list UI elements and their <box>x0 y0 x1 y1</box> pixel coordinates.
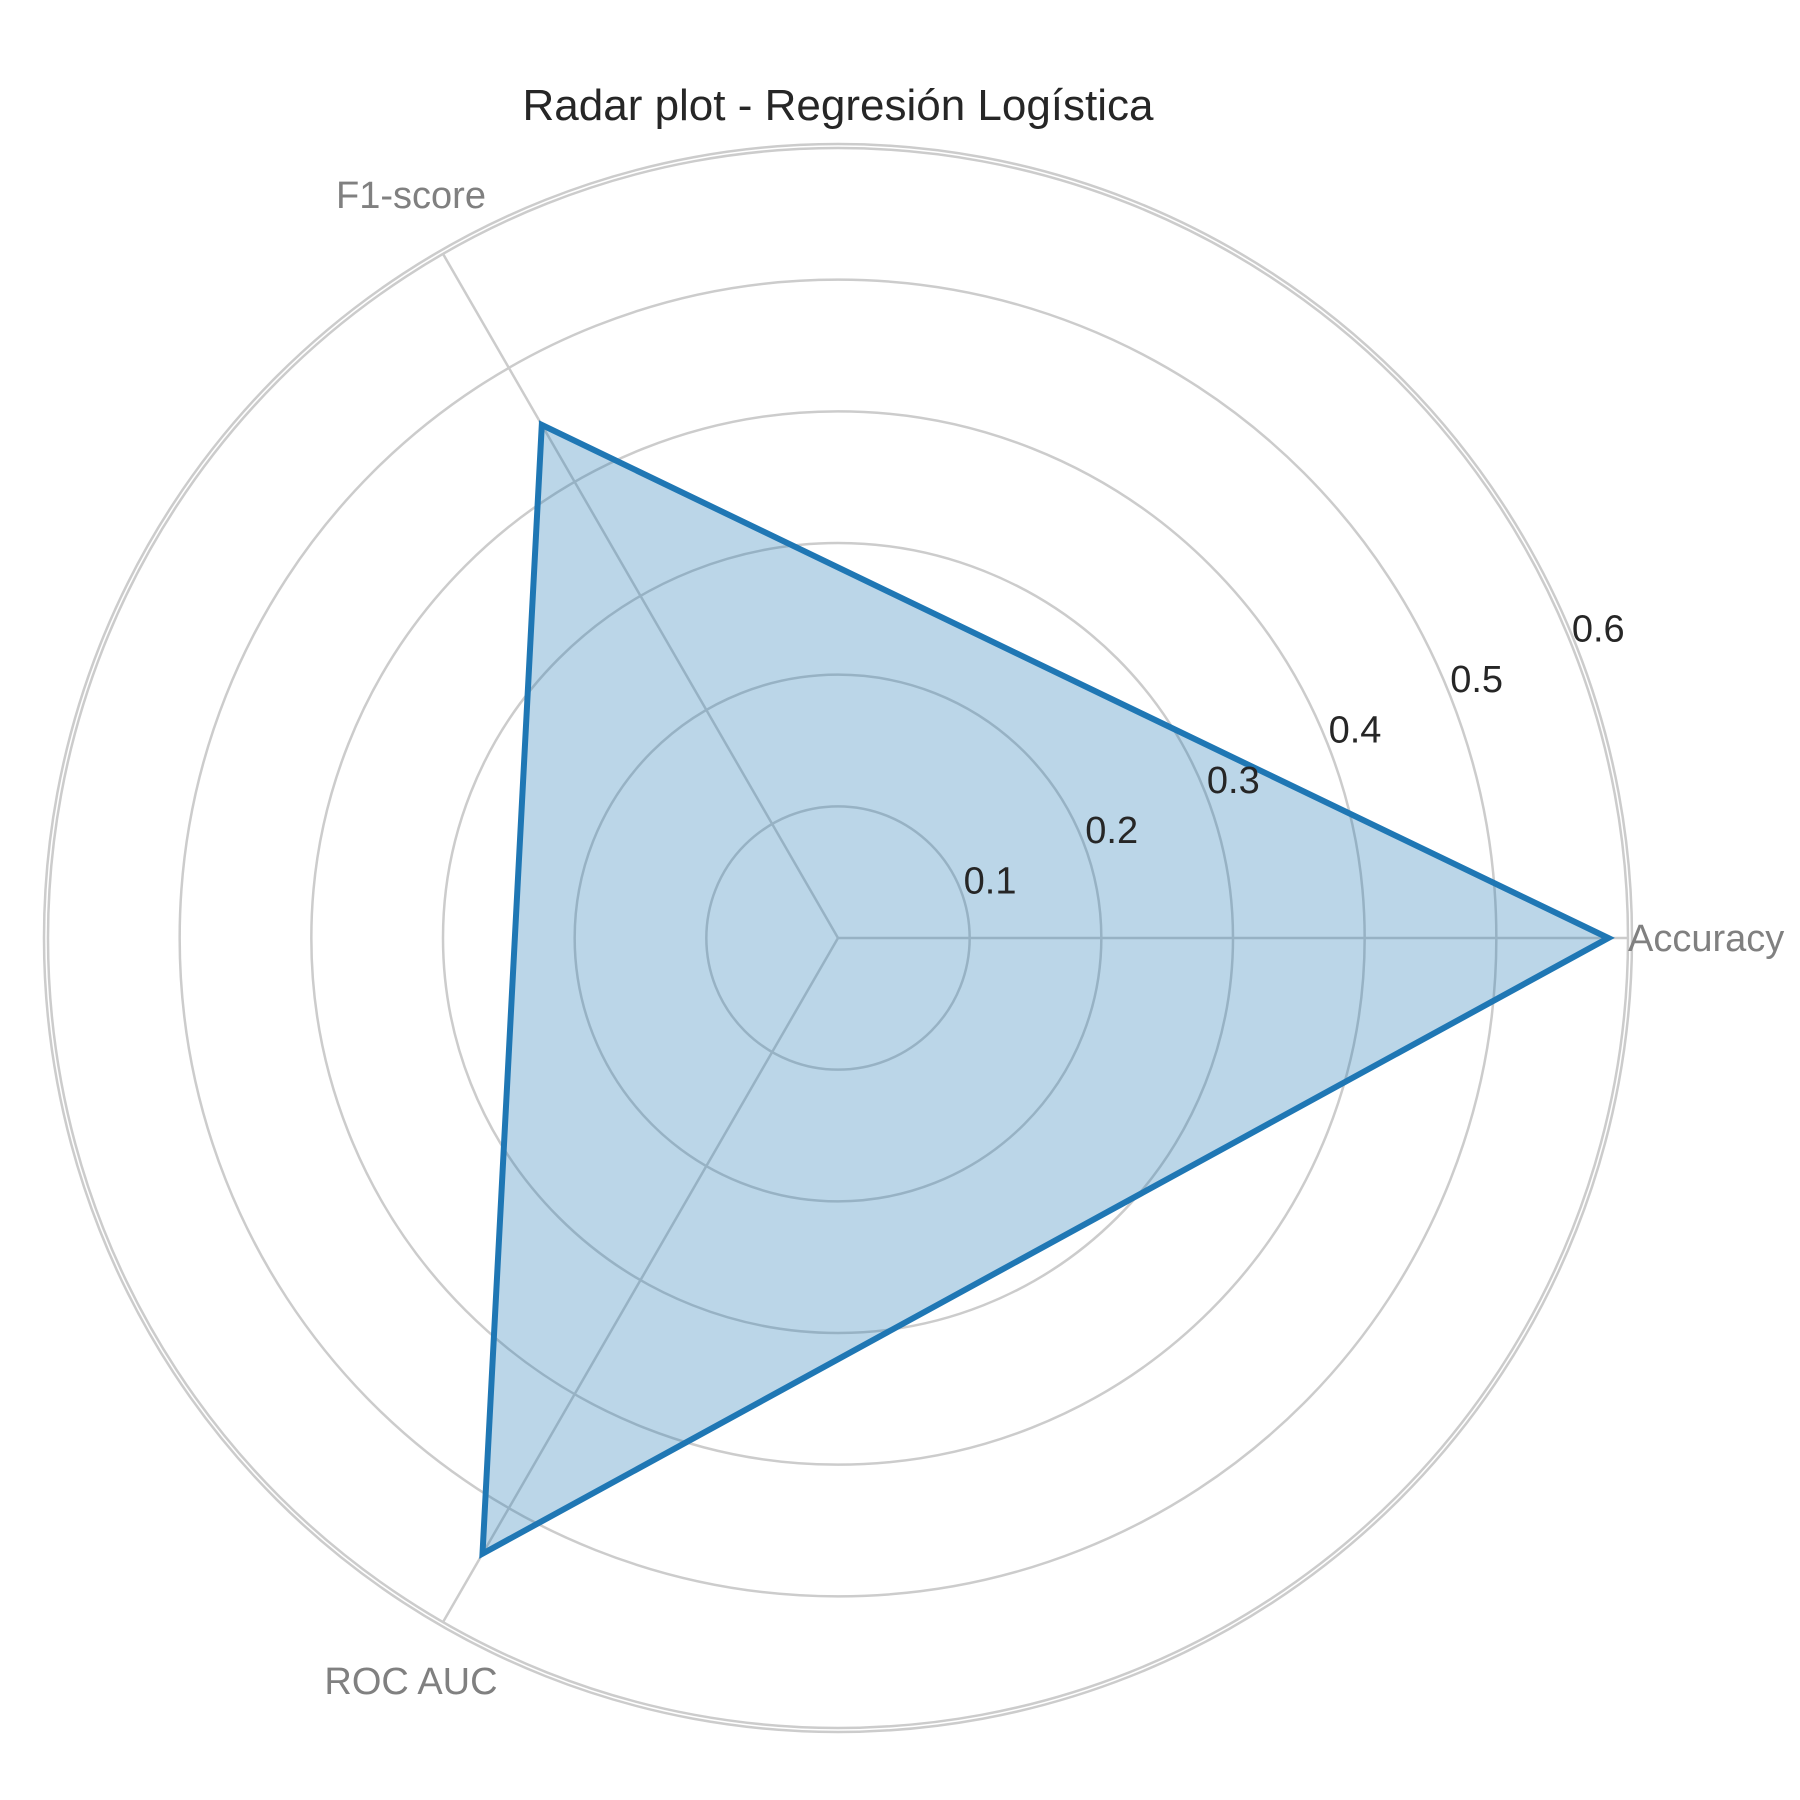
radial-tick-labels: 0.1 0.2 0.3 0.4 0.5 0.6 <box>964 609 1625 903</box>
radial-tick-label: 0.6 <box>1572 609 1625 651</box>
radial-tick-label: 0.4 <box>1329 709 1382 751</box>
radial-tick-label: 0.2 <box>1085 810 1138 852</box>
category-labels: Accuracy F1-score ROC AUC <box>324 175 1784 1703</box>
radar-series <box>479 420 1615 1559</box>
category-label: Accuracy <box>1628 918 1784 960</box>
spoke-line <box>441 253 840 939</box>
chart-title: Radar plot - Regresión Logística <box>523 81 1155 130</box>
category-label: ROC AUC <box>324 1661 497 1703</box>
category-label: F1-score <box>336 175 486 217</box>
radial-tick-label: 0.1 <box>964 861 1017 903</box>
spoke-line <box>441 937 840 1623</box>
series-line <box>479 420 1615 1559</box>
radial-tick-label: 0.3 <box>1207 760 1260 802</box>
radial-tick-label: 0.5 <box>1450 659 1503 701</box>
polar-frame <box>42 142 1634 1734</box>
radar-spokes <box>441 253 1628 1623</box>
series-area <box>482 424 1609 1554</box>
